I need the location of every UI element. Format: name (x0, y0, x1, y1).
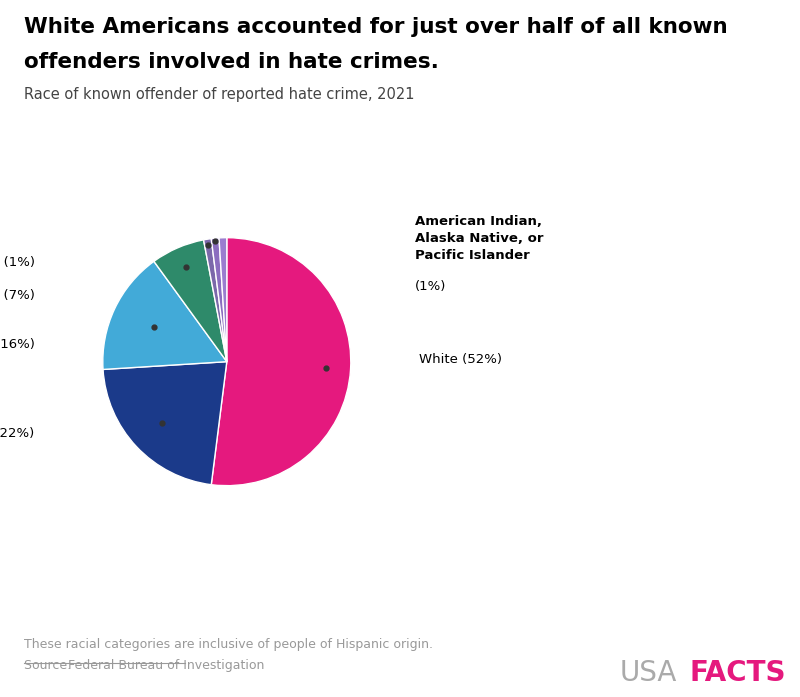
Wedge shape (103, 261, 227, 369)
Wedge shape (203, 238, 227, 362)
Text: American Indian,
Alaska Native, or
Pacific Islander: American Indian, Alaska Native, or Pacif… (415, 215, 544, 262)
Text: Source:: Source: (24, 659, 75, 672)
Wedge shape (219, 238, 227, 362)
Wedge shape (211, 238, 227, 362)
Text: Race of known offender of reported hate crime, 2021: Race of known offender of reported hate … (24, 87, 414, 102)
Text: Federal Bureau of Investigation: Federal Bureau of Investigation (68, 659, 264, 672)
Text: Multiracial (7%): Multiracial (7%) (0, 289, 34, 302)
Text: Unknown (16%): Unknown (16%) (0, 338, 34, 351)
Text: USA: USA (620, 659, 678, 687)
Text: White (52%): White (52%) (419, 353, 502, 366)
Text: White Americans accounted for just over half of all known: White Americans accounted for just over … (24, 17, 728, 38)
Wedge shape (103, 362, 227, 484)
Text: Asian (1%): Asian (1%) (0, 256, 34, 269)
Text: (1%): (1%) (415, 280, 446, 293)
Wedge shape (154, 240, 227, 362)
Text: offenders involved in hate crimes.: offenders involved in hate crimes. (24, 52, 439, 72)
Text: FACTS: FACTS (690, 659, 786, 687)
Text: These racial categories are inclusive of people of Hispanic origin.: These racial categories are inclusive of… (24, 638, 433, 651)
Wedge shape (211, 238, 350, 486)
Text: Black (22%): Black (22%) (0, 427, 34, 440)
